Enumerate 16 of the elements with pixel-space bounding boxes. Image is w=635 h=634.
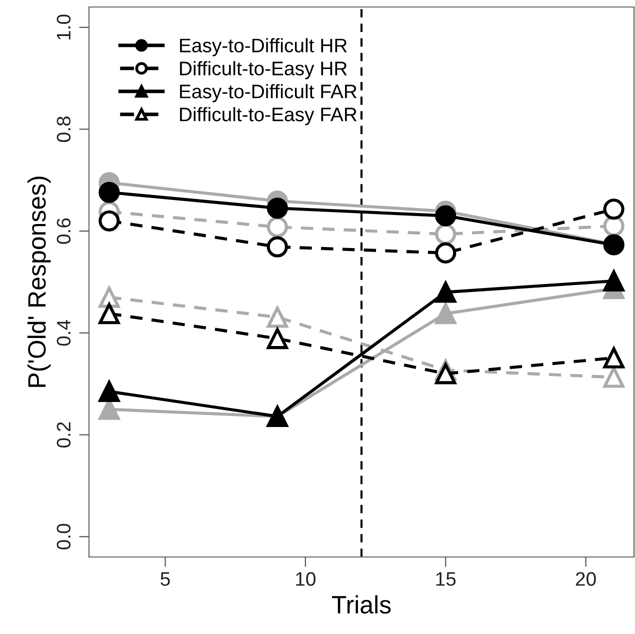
x-tick-label: 5 <box>160 572 170 586</box>
y-tick-label: 0.6 <box>56 218 71 244</box>
y-tick-label: 0.0 <box>56 524 71 550</box>
legend-label: Difficult-to-Easy FAR <box>180 107 357 126</box>
y-tick-label: 0.8 <box>56 116 71 142</box>
legend-label: Difficult-to-Easy HR <box>180 61 347 80</box>
x-tick-label: 10 <box>296 572 316 586</box>
x-tick-label: 15 <box>436 572 456 586</box>
y-tick-label: 1.0 <box>56 14 71 40</box>
x-tick-label: 20 <box>576 572 596 586</box>
y-tick-label: 0.2 <box>56 422 71 448</box>
legend-label: Easy-to-Difficult FAR <box>180 84 357 102</box>
x-axis-title: Trials <box>332 595 391 614</box>
y-axis-title: P('Old' Responses) <box>27 176 51 387</box>
y-tick-label: 0.4 <box>56 320 71 346</box>
legend-label: Easy-to-Difficult HR <box>180 38 347 56</box>
